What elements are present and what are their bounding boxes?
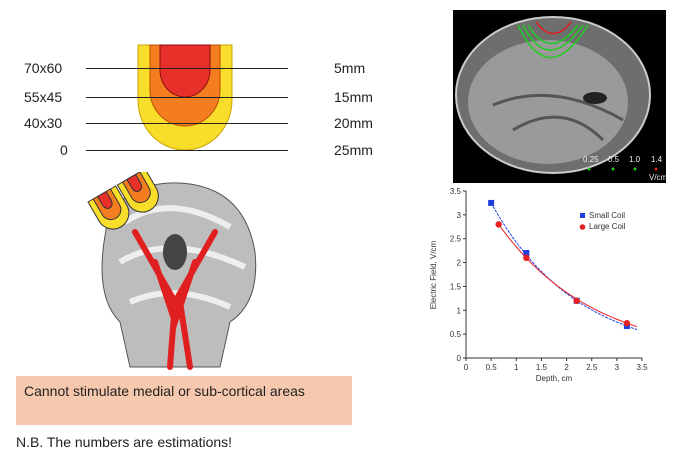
legend-label: Large Coil	[589, 222, 626, 231]
legend-unit: V/cm	[649, 173, 666, 182]
y-tick-label: 2	[457, 259, 462, 268]
y-tick-label: 1	[457, 306, 462, 315]
x-tick-label: 3	[615, 363, 620, 372]
depth-label: 20mm	[334, 115, 373, 131]
legend-marker-small-coil	[580, 213, 585, 218]
legend-dot	[633, 167, 637, 171]
footnote: N.B. The numbers are estimations!	[16, 434, 233, 450]
depth-line	[86, 68, 288, 69]
y-tick-label: 0	[457, 354, 462, 363]
legend-dot	[654, 167, 658, 171]
legend-value: 1.0	[629, 155, 641, 164]
depth-line	[86, 123, 288, 124]
legend-dot	[587, 167, 591, 171]
y-tick-label: 3.5	[450, 187, 462, 196]
data-point-large-coil	[573, 297, 580, 304]
legend-label: Small Coil	[589, 211, 625, 220]
data-point-large-coil	[495, 221, 502, 228]
mri-field-map-image: 0.25 0.5 1.0 1.4 V/cm	[453, 10, 668, 183]
series-line-small-coil	[490, 202, 638, 331]
x-tick-label: 3.5	[636, 363, 648, 372]
data-point-small-coil	[488, 199, 495, 206]
legend-value: 0.25	[583, 155, 599, 164]
x-tick-label: 2	[564, 363, 569, 372]
x-tick-label: 1.5	[536, 363, 548, 372]
series-line-large-coil	[498, 224, 638, 328]
callout-box: Cannot stimulate medial or sub-cortical …	[16, 376, 352, 425]
legend-value: 0.5	[608, 155, 620, 164]
legend-dot	[611, 167, 615, 171]
x-tick-label: 2.5	[586, 363, 598, 372]
depth-label: 5mm	[334, 60, 366, 76]
depth-line	[86, 150, 288, 151]
legend: Small Coil Large Coil	[579, 211, 626, 231]
legend-marker-large-coil	[579, 224, 586, 230]
data-point-large-coil	[623, 319, 631, 327]
brain-coronal-illustration	[87, 172, 257, 370]
depth-line	[86, 97, 288, 98]
electric-field-chart: 0 0.5 1 1.5 2 2.5 3 3.5 0 0.5 1 1.5 2 2.5 3 3.5 Depth, …	[429, 187, 648, 383]
y-axis-label: Electric Field, V/cm	[429, 240, 438, 309]
y-tick-label: 3	[457, 211, 462, 220]
size-label: 55x45	[24, 89, 63, 105]
x-axis-label: Depth, cm	[536, 374, 573, 383]
y-tick-label: 2.5	[450, 235, 462, 244]
depth-label: 25mm	[334, 142, 373, 158]
legend-value: 1.4	[651, 155, 663, 164]
size-label: 70x60	[24, 60, 63, 76]
x-tick-label: 0.5	[486, 363, 498, 372]
y-tick-label: 1.5	[450, 282, 462, 291]
x-tick-label: 1	[514, 363, 519, 372]
data-point-large-coil	[523, 254, 530, 261]
size-label: 0	[60, 142, 68, 158]
data-point-small-coil	[523, 250, 530, 257]
size-label: 40x30	[24, 115, 63, 131]
depth-label: 15mm	[334, 89, 373, 105]
y-tick-label: 0.5	[450, 330, 462, 339]
x-tick-label: 0	[464, 363, 469, 372]
